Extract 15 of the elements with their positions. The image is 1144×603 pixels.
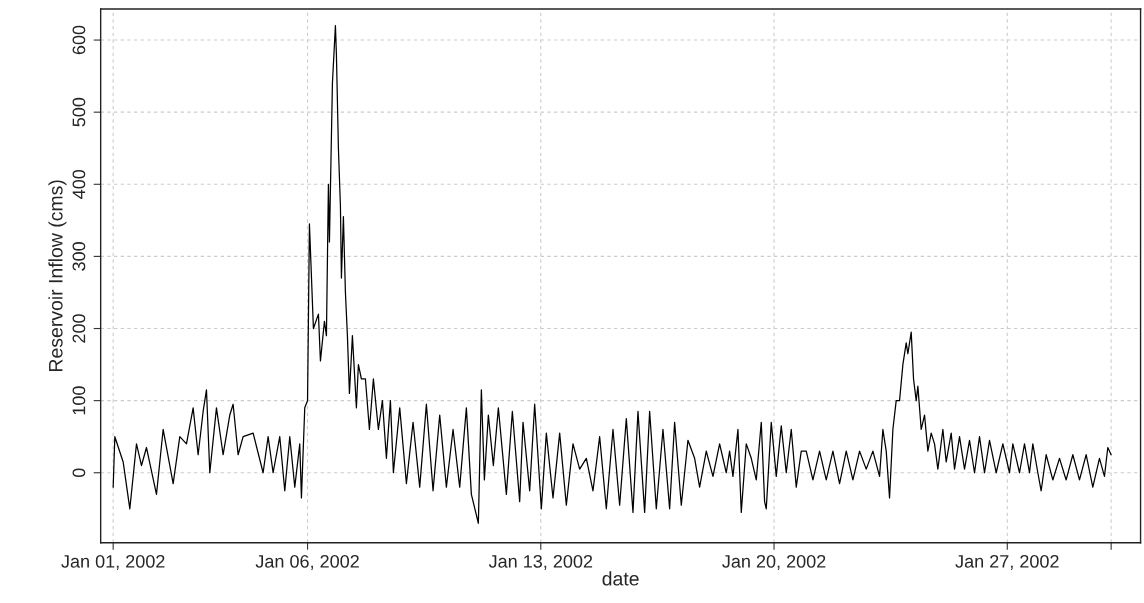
y-axis-title: Reservoir Inflow (cms) [48,180,67,371]
y-tick-label: 300 [72,242,86,271]
y-tick-label: 400 [72,169,86,199]
x-axis-title: date [602,571,639,586]
line-series [112,25,1112,524]
x-tick-label: Jan 27, 2002 [955,554,1059,570]
y-tick-label: 600 [72,25,86,55]
y-tick-label: 200 [72,314,86,343]
x-tick-label: Jan 13, 2002 [488,554,593,570]
x-tick-label: Jan 20, 2002 [722,554,826,570]
y-tick-label: 0 [72,468,86,478]
y-tick-label: 500 [72,97,86,127]
x-tick-label: Jan 06, 2002 [255,554,359,570]
x-tick-label: Jan 01, 2002 [61,554,165,570]
y-tick-label: 100 [72,386,86,415]
